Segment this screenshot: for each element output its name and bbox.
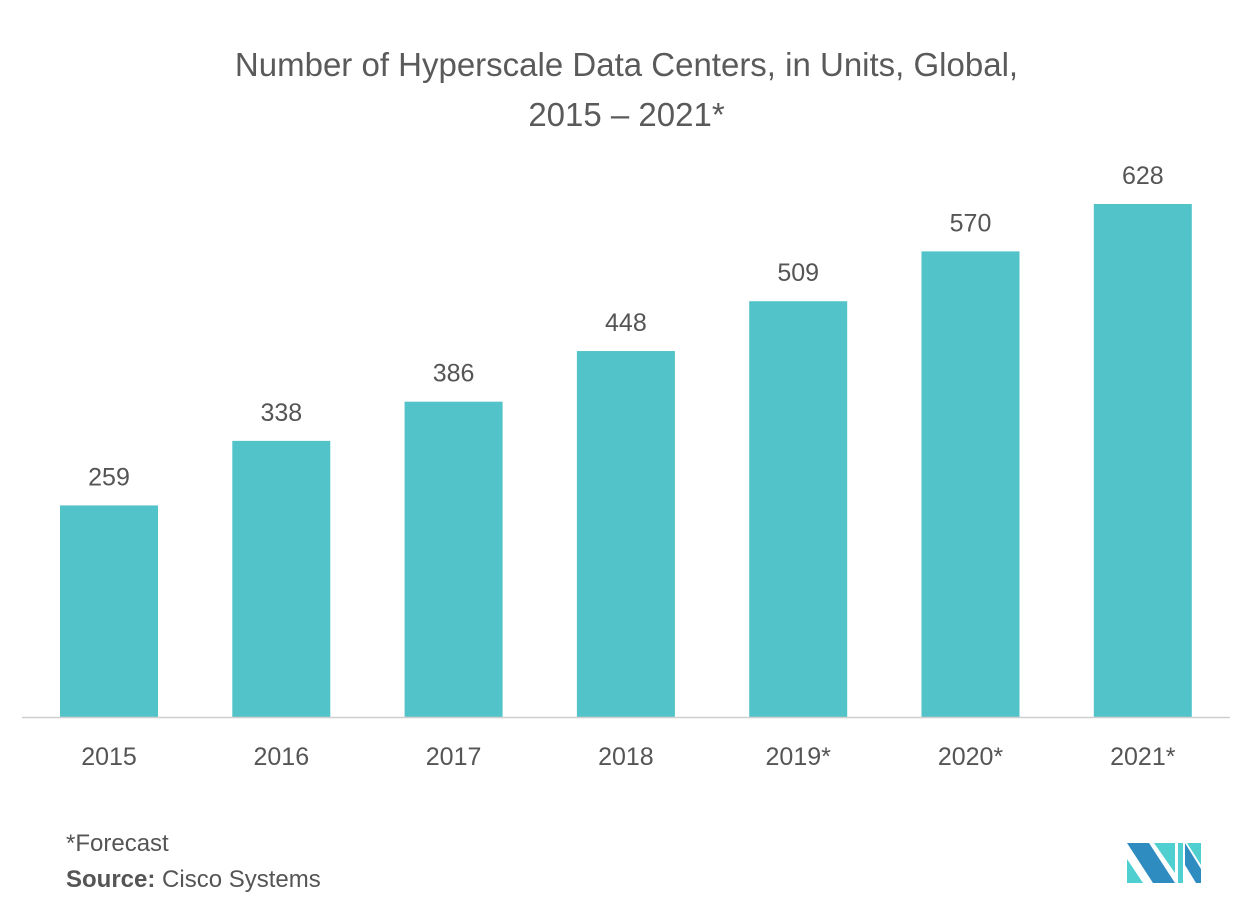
x-tick-label: 2016 — [253, 743, 309, 771]
source-value: Cisco Systems — [155, 866, 321, 893]
bar-2016 — [232, 440, 331, 717]
data-label: 628 — [1122, 162, 1164, 190]
source-label: Source: — [66, 866, 156, 893]
brand-logo — [1127, 843, 1201, 883]
bar-2019* — [749, 301, 848, 717]
data-label: 509 — [777, 259, 819, 287]
chart-subtitle: 2015 – 2021* — [528, 96, 725, 133]
forecast-note: *Forecast — [66, 830, 169, 857]
data-label: 338 — [260, 399, 302, 427]
data-label: 570 — [950, 209, 992, 237]
chart-title-line1: Number of Hyperscale Data Centers, in Un… — [234, 46, 1019, 83]
x-tick-label: 2018 — [598, 743, 654, 771]
x-tick-label: 2017 — [426, 743, 482, 771]
bar-2017 — [404, 401, 503, 717]
x-tick-label: 2021* — [1110, 743, 1176, 771]
x-tick-label: 2015 — [81, 743, 137, 771]
bar-2021* — [1093, 204, 1192, 717]
bar-2015 — [60, 505, 158, 717]
bar-2018 — [576, 351, 675, 717]
x-tick-label: 2019* — [766, 743, 832, 771]
data-label: 448 — [605, 309, 647, 337]
data-label: 386 — [433, 360, 475, 388]
data-label: 259 — [88, 463, 130, 491]
chart-title: Number of Hyperscale Data Centers, in Un… — [0, 40, 1253, 140]
bar-2020* — [921, 251, 1020, 718]
x-tick-label: 2020* — [938, 743, 1004, 771]
source-line: Source: Cisco Systems — [66, 866, 321, 894]
